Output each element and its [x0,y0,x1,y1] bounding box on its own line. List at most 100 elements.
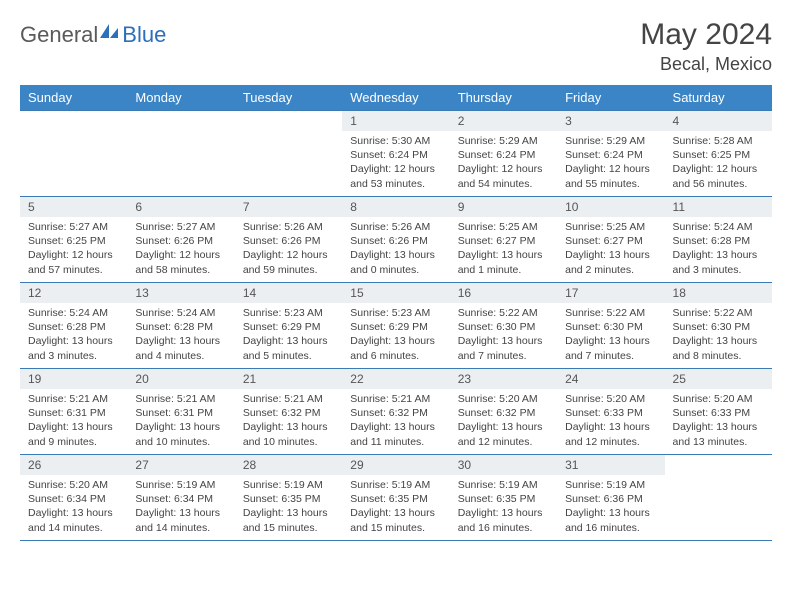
day-number: 1 [342,111,449,131]
calendar-day-cell: 18Sunrise: 5:22 AMSunset: 6:30 PMDayligh… [665,283,772,369]
day-number: 31 [557,455,664,475]
calendar-day-cell [235,111,342,197]
daylight-line: Daylight: 13 hours and 15 minutes. [350,506,441,534]
sunrise-line: Sunrise: 5:20 AM [458,392,549,406]
logo: General Blue [20,22,166,48]
day-number: 27 [127,455,234,475]
day-details: Sunrise: 5:20 AMSunset: 6:33 PMDaylight:… [557,389,664,453]
daylight-line: Daylight: 12 hours and 55 minutes. [565,162,656,190]
sunrise-line: Sunrise: 5:28 AM [673,134,764,148]
daylight-line: Daylight: 13 hours and 7 minutes. [565,334,656,362]
sunrise-line: Sunrise: 5:27 AM [135,220,226,234]
sunset-line: Sunset: 6:28 PM [673,234,764,248]
sunset-line: Sunset: 6:31 PM [28,406,119,420]
daylight-line: Daylight: 13 hours and 10 minutes. [135,420,226,448]
calendar-day-cell: 27Sunrise: 5:19 AMSunset: 6:34 PMDayligh… [127,455,234,541]
calendar-day-cell: 12Sunrise: 5:24 AMSunset: 6:28 PMDayligh… [20,283,127,369]
day-number: 14 [235,283,342,303]
calendar-table: Sunday Monday Tuesday Wednesday Thursday… [20,85,772,541]
day-number: 2 [450,111,557,131]
day-number: 30 [450,455,557,475]
calendar-day-cell: 23Sunrise: 5:20 AMSunset: 6:32 PMDayligh… [450,369,557,455]
sunrise-line: Sunrise: 5:21 AM [350,392,441,406]
day-number: 24 [557,369,664,389]
day-number: 22 [342,369,449,389]
daylight-line: Daylight: 13 hours and 3 minutes. [673,248,764,276]
calendar-week-row: 19Sunrise: 5:21 AMSunset: 6:31 PMDayligh… [20,369,772,455]
sunrise-line: Sunrise: 5:19 AM [458,478,549,492]
sunrise-line: Sunrise: 5:19 AM [243,478,334,492]
sunrise-line: Sunrise: 5:20 AM [565,392,656,406]
sunrise-line: Sunrise: 5:22 AM [673,306,764,320]
daylight-line: Daylight: 13 hours and 16 minutes. [458,506,549,534]
daylight-line: Daylight: 13 hours and 16 minutes. [565,506,656,534]
sunrise-line: Sunrise: 5:24 AM [135,306,226,320]
sunset-line: Sunset: 6:33 PM [565,406,656,420]
calendar-day-cell: 5Sunrise: 5:27 AMSunset: 6:25 PMDaylight… [20,197,127,283]
day-number: 20 [127,369,234,389]
day-details: Sunrise: 5:24 AMSunset: 6:28 PMDaylight:… [665,217,772,281]
day-details: Sunrise: 5:26 AMSunset: 6:26 PMDaylight:… [235,217,342,281]
calendar-day-cell: 11Sunrise: 5:24 AMSunset: 6:28 PMDayligh… [665,197,772,283]
sunrise-line: Sunrise: 5:27 AM [28,220,119,234]
calendar-day-cell: 19Sunrise: 5:21 AMSunset: 6:31 PMDayligh… [20,369,127,455]
calendar-day-cell: 21Sunrise: 5:21 AMSunset: 6:32 PMDayligh… [235,369,342,455]
sunrise-line: Sunrise: 5:29 AM [565,134,656,148]
daylight-line: Daylight: 13 hours and 10 minutes. [243,420,334,448]
daylight-line: Daylight: 13 hours and 2 minutes. [565,248,656,276]
sunset-line: Sunset: 6:32 PM [350,406,441,420]
sunset-line: Sunset: 6:27 PM [565,234,656,248]
day-details: Sunrise: 5:25 AMSunset: 6:27 PMDaylight:… [450,217,557,281]
day-number: 15 [342,283,449,303]
weekday-header: Saturday [665,85,772,111]
empty-day [20,111,127,131]
calendar-day-cell: 16Sunrise: 5:22 AMSunset: 6:30 PMDayligh… [450,283,557,369]
day-details: Sunrise: 5:19 AMSunset: 6:36 PMDaylight:… [557,475,664,539]
sunrise-line: Sunrise: 5:26 AM [350,220,441,234]
day-number: 13 [127,283,234,303]
day-details: Sunrise: 5:19 AMSunset: 6:35 PMDaylight:… [235,475,342,539]
calendar-day-cell: 26Sunrise: 5:20 AMSunset: 6:34 PMDayligh… [20,455,127,541]
sunrise-line: Sunrise: 5:26 AM [243,220,334,234]
day-details: Sunrise: 5:28 AMSunset: 6:25 PMDaylight:… [665,131,772,195]
daylight-line: Daylight: 12 hours and 54 minutes. [458,162,549,190]
sunset-line: Sunset: 6:35 PM [458,492,549,506]
daylight-line: Daylight: 13 hours and 3 minutes. [28,334,119,362]
sunset-line: Sunset: 6:32 PM [458,406,549,420]
day-number: 23 [450,369,557,389]
day-details: Sunrise: 5:23 AMSunset: 6:29 PMDaylight:… [342,303,449,367]
daylight-line: Daylight: 13 hours and 6 minutes. [350,334,441,362]
day-details: Sunrise: 5:21 AMSunset: 6:32 PMDaylight:… [342,389,449,453]
sunset-line: Sunset: 6:24 PM [350,148,441,162]
day-number: 3 [557,111,664,131]
day-details: Sunrise: 5:22 AMSunset: 6:30 PMDaylight:… [557,303,664,367]
sunrise-line: Sunrise: 5:25 AM [565,220,656,234]
sunrise-line: Sunrise: 5:22 AM [565,306,656,320]
sunset-line: Sunset: 6:24 PM [458,148,549,162]
calendar-day-cell: 10Sunrise: 5:25 AMSunset: 6:27 PMDayligh… [557,197,664,283]
sunset-line: Sunset: 6:32 PM [243,406,334,420]
calendar-day-cell: 2Sunrise: 5:29 AMSunset: 6:24 PMDaylight… [450,111,557,197]
day-details: Sunrise: 5:29 AMSunset: 6:24 PMDaylight:… [557,131,664,195]
daylight-line: Daylight: 13 hours and 7 minutes. [458,334,549,362]
calendar-week-row: 5Sunrise: 5:27 AMSunset: 6:25 PMDaylight… [20,197,772,283]
calendar-day-cell: 30 Sunrise: 5:19 AMSunset: 6:35 PMDayligh… [450,455,557,541]
day-details: Sunrise: 5:25 AMSunset: 6:27 PMDaylight:… [557,217,664,281]
calendar-day-cell: 8Sunrise: 5:26 AMSunset: 6:26 PMDaylight… [342,197,449,283]
month-title: May 2024 [640,18,772,52]
daylight-line: Daylight: 12 hours and 57 minutes. [28,248,119,276]
daylight-line: Daylight: 13 hours and 13 minutes. [673,420,764,448]
day-details: Sunrise: 5:19 AMSunset: 6:34 PMDaylight:… [127,475,234,539]
day-number: 25 [665,369,772,389]
day-details: Sunrise: 5:21 AMSunset: 6:31 PMDaylight:… [20,389,127,453]
sunset-line: Sunset: 6:24 PM [565,148,656,162]
daylight-line: Daylight: 13 hours and 1 minute. [458,248,549,276]
empty-day [665,455,772,475]
sunrise-line: Sunrise: 5:23 AM [350,306,441,320]
calendar-day-cell: 4Sunrise: 5:28 AMSunset: 6:25 PMDaylight… [665,111,772,197]
day-number: 21 [235,369,342,389]
day-details: Sunrise: 5:20 AMSunset: 6:34 PMDaylight:… [20,475,127,539]
sunset-line: Sunset: 6:36 PM [565,492,656,506]
logo-text-a: General [20,22,98,48]
weekday-header: Friday [557,85,664,111]
